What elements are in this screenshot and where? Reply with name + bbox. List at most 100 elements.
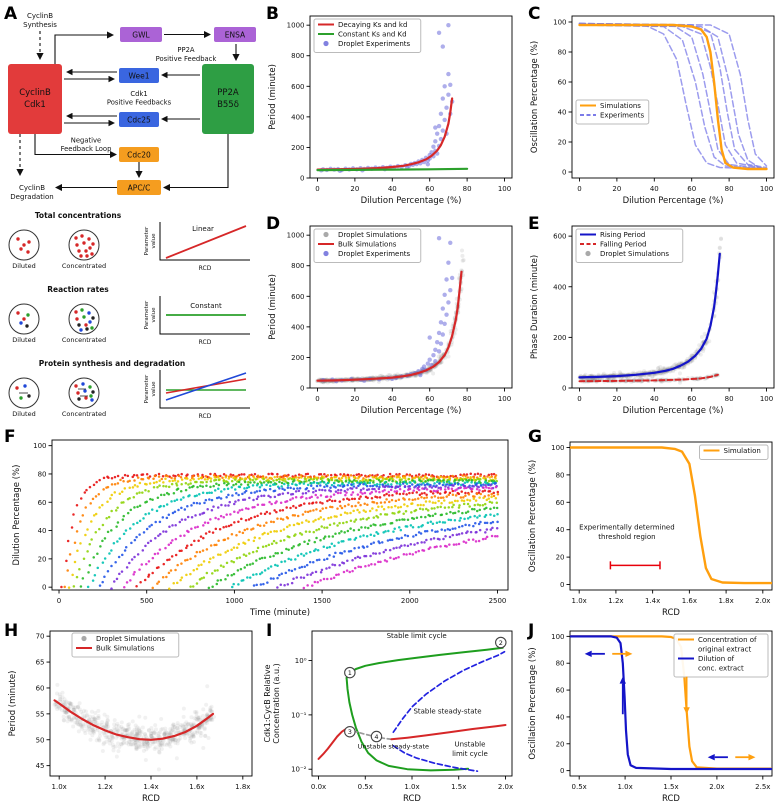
row2-concentrated-label: Concentrated [62, 336, 106, 344]
svg-text:Parameter: Parameter [144, 226, 150, 255]
svg-text:50: 50 [36, 736, 45, 744]
plot-frame [309, 15, 513, 179]
svg-text:Simulation: Simulation [724, 447, 761, 455]
svg-text:80: 80 [725, 185, 734, 193]
series [570, 446, 772, 585]
row1-concentrated-label: Concentrated [62, 262, 106, 270]
svg-text:Constant: Constant [190, 302, 222, 310]
svg-text:Concentration of: Concentration of [698, 636, 757, 644]
svg-text:1.0x: 1.0x [617, 783, 632, 791]
svg-text:100: 100 [498, 185, 511, 193]
cdk1-to-cdc20-arrow [34, 134, 118, 159]
cyclinb-degradation-label: CyclinB Degradation [10, 184, 53, 201]
svg-text:Simulations: Simulations [600, 102, 641, 110]
svg-text:Droplet Simulations: Droplet Simulations [96, 635, 165, 643]
axes: 1.0x 1.2x 1.4x 1.6x 1.8x 2.0x 0 20 40 60 80 100 RCD O… [528, 444, 770, 618]
axes: 0 20 40 60 80 100 0 20 40 60 80 100 Dilution Percent… [530, 19, 773, 207]
svg-text:0: 0 [577, 185, 581, 193]
row2-diluted-label: Diluted [12, 336, 35, 344]
svg-text:500: 500 [140, 597, 153, 605]
svg-text:0.0x: 0.0x [311, 783, 326, 791]
svg-text:80: 80 [556, 471, 565, 479]
plot-frame [51, 439, 509, 591]
svg-text:Bulk Simulations: Bulk Simulations [338, 241, 397, 249]
svg-text:0: 0 [315, 185, 319, 193]
svg-text:2000: 2000 [401, 597, 419, 605]
svg-text:Droplet Experiments: Droplet Experiments [338, 250, 411, 258]
svg-text:20: 20 [556, 554, 565, 562]
svg-text:70: 70 [36, 633, 45, 641]
row1-diluted-droplet-icon [8, 229, 40, 261]
chart-I-svg: 0.0x 0.5x 1.0x 1.5x 2.0x 10⁻² 10⁻¹ 10⁰ RCD Cdk1:C… [264, 630, 513, 804]
row3-diluted-label: Diluted [12, 410, 35, 418]
row1-concentrated-droplet-icon [68, 229, 100, 261]
svg-text:100: 100 [553, 19, 566, 27]
chart-oscillation-vs-rcd-simulation: 1.0x 1.2x 1.4x 1.6x 1.8x 2.0x 0 20 40 60 80 100 RCD O… [524, 434, 778, 620]
svg-text:3: 3 [348, 728, 352, 736]
cdc25-box [119, 112, 159, 127]
svg-text:0: 0 [577, 395, 581, 403]
row3-concentrated-droplet-icon [68, 377, 100, 409]
legend: Decaying Ks and kd Constant Ks and KdDrop… [313, 18, 422, 53]
svg-text:80: 80 [38, 470, 47, 478]
plot-frame [571, 15, 775, 179]
svg-text:40: 40 [38, 527, 47, 535]
svg-text:Period (minute): Period (minute) [8, 671, 18, 737]
row3-diluted-droplet-icon [8, 377, 40, 409]
apcc-label: APC/C [128, 184, 151, 193]
svg-text:RCD: RCD [403, 794, 421, 804]
cdk1-positive-feedbacks-label: Cdk1 Positive Feedbacks [107, 90, 172, 107]
svg-text:Dilution of: Dilution of [698, 655, 735, 663]
panel-label-a: A [4, 4, 18, 24]
svg-text:RCD: RCD [199, 339, 212, 346]
svg-text:800: 800 [291, 262, 304, 270]
svg-text:Phase Duration (minute): Phase Duration (minute) [530, 255, 540, 359]
row3-title: Protein synthesis and degradation [39, 359, 185, 368]
svg-text:0: 0 [562, 169, 566, 177]
svg-text:80: 80 [463, 185, 472, 193]
svg-text:Time (minute): Time (minute) [249, 608, 310, 618]
legend: Droplet Simulations Bulk SimulationsDropl… [313, 228, 422, 263]
svg-text:Concentration (a.u.): Concentration (a.u.) [272, 663, 281, 743]
panel-label-h: H [4, 621, 19, 641]
svg-text:value: value [151, 233, 157, 249]
svg-text:2.5x: 2.5x [755, 783, 770, 791]
chart-period-vs-dilution-simulations: 0 20 40 60 80 100 0 200 400 600 800 1000 Dilution Pe… [264, 218, 518, 418]
row2-concentrated-droplet-icon [68, 303, 100, 335]
svg-text:RCD: RCD [142, 794, 160, 804]
svg-text:40: 40 [556, 526, 565, 534]
svg-text:1000: 1000 [225, 597, 243, 605]
svg-text:600: 600 [291, 83, 304, 91]
ensa-box [214, 27, 256, 42]
svg-text:1.0x: 1.0x [572, 597, 587, 605]
cyclinb-cdk1-box [8, 64, 62, 134]
svg-text:80: 80 [558, 49, 567, 57]
pp2a-label: PP2A [217, 88, 239, 98]
svg-text:Droplet Simulations: Droplet Simulations [338, 231, 407, 239]
cyclinb-label: CyclinB [19, 88, 51, 98]
svg-text:Oscillation Percentage (%): Oscillation Percentage (%) [528, 647, 538, 759]
row2-diluted-droplet-icon [8, 303, 40, 335]
svg-text:Droplet Experiments: Droplet Experiments [338, 40, 411, 48]
svg-text:2.0x: 2.0x [498, 783, 513, 791]
svg-text:1.2x: 1.2x [97, 783, 112, 791]
network-diagram: CyclinB Synthesis GWL ENSA PP2A Positive… [8, 12, 256, 420]
svg-text:Unstable: Unstable [454, 741, 485, 749]
svg-text:PP2A: PP2A [177, 46, 195, 54]
pp2a-positive-feedback-label: PP2A Positive Feedback [156, 46, 217, 63]
svg-text:10⁻²: 10⁻² [291, 766, 307, 774]
axes: 0.0x 0.5x 1.0x 1.5x 2.0x 10⁻² 10⁻¹ 10⁰ RCD Cdk1:C… [264, 657, 513, 804]
series [60, 472, 500, 590]
cdc20-box [119, 147, 159, 162]
svg-text:Period (minute): Period (minute) [268, 274, 278, 340]
series [316, 22, 469, 174]
axes: 0 500 1000 1500 2000 2500 0 20 40 60 80 100 Time (mi… [12, 442, 506, 618]
chart-E-svg: 0 20 40 60 80 100 0 200 400 600 Dilution Percentag… [530, 225, 775, 416]
svg-text:2500: 2500 [489, 597, 507, 605]
chart-oscillation-vs-dilution: 0 20 40 60 80 100 0 20 40 60 80 100 Dilution Percent… [526, 8, 780, 208]
plot-frame [571, 225, 775, 389]
svg-text:conc. extract: conc. extract [698, 665, 744, 673]
axes: 0 20 40 60 80 100 0 200 400 600 Dilution Percentag… [530, 233, 773, 416]
svg-text:200: 200 [291, 354, 304, 362]
row1-diluted-label: Diluted [12, 262, 35, 270]
